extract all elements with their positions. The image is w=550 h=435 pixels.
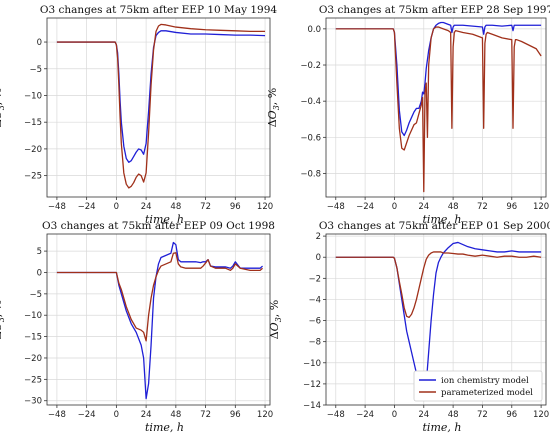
y-tick-label: −15	[24, 118, 42, 128]
x-tick-label: 72	[477, 202, 488, 212]
x-tick-label: 72	[200, 410, 211, 420]
series-ion-chemistry-line	[56, 30, 266, 163]
x-axis-label: time, h	[145, 421, 184, 434]
x-tick-label: 24	[141, 202, 152, 212]
x-tick-label: 72	[200, 202, 211, 212]
x-tick-label: −48	[48, 202, 66, 212]
x-tick-label: 0	[114, 202, 119, 212]
x-tick-label: −48	[327, 410, 345, 420]
x-tick-label: 0	[392, 202, 397, 212]
y-tick-label: 0	[316, 253, 321, 263]
x-tick-label: 48	[170, 202, 181, 212]
plot-frame	[325, 17, 547, 198]
plot-frame	[46, 17, 271, 198]
legend-label: ion chemistry model	[441, 376, 529, 386]
y-tick-label: −20	[24, 354, 42, 364]
x-tick-label: 96	[506, 202, 517, 212]
y-axis-label: ΔO3, %	[268, 300, 283, 340]
series-ion-chemistry-line	[335, 21, 542, 137]
series-ion-chemistry-line	[56, 241, 263, 400]
y-tick-label: 0.0	[307, 25, 321, 35]
y-tick-label: −12	[303, 380, 321, 390]
plot-frame	[46, 233, 271, 406]
y-tick-label: −10	[24, 91, 42, 101]
y-tick-label: −0.2	[300, 61, 321, 71]
y-tick-label: −15	[24, 333, 42, 343]
series-parameterized-line	[335, 26, 542, 193]
x-tick-label: 96	[230, 410, 241, 420]
x-tick-label: −24	[356, 410, 374, 420]
y-tick-label: −2	[308, 274, 321, 284]
x-axis-label: time, h	[423, 213, 462, 226]
y-tick-label: −6	[308, 317, 321, 327]
y-tick-label: −8	[308, 338, 321, 348]
y-tick-label: −30	[24, 397, 42, 407]
y-axis-label: ΔO3, %	[0, 300, 6, 340]
series-parameterized-line	[56, 23, 266, 189]
y-tick-label: −0.6	[300, 133, 321, 143]
x-tick-label: −24	[78, 410, 96, 420]
series-parameterized-line	[56, 252, 263, 342]
x-axis-label: time, h	[423, 421, 462, 434]
y-tick-label: 5	[37, 247, 42, 257]
y-tick-label: 2	[316, 232, 321, 242]
y-tick-label: −0.8	[300, 169, 321, 179]
x-tick-label: −48	[48, 410, 66, 420]
chart-panel-2: −48 −24 0 24 48 72 96 120 0.0 −0.2 −0.4 −0.6 −0.8 O3 …	[266, 4, 550, 226]
x-tick-label: 72	[477, 410, 488, 420]
x-tick-label: 48	[448, 202, 459, 212]
y-axis-label: ΔO3, %	[266, 88, 281, 128]
series-parameterized-line	[335, 251, 542, 319]
x-tick-label: 24	[418, 202, 429, 212]
x-tick-label: −24	[78, 202, 96, 212]
y-tick-label: −14	[303, 401, 321, 411]
chart-title: O3 changes at 75km after EEP 10 May 1994	[40, 4, 277, 16]
chart-panel-3: −48 −24 0 24 48 72 96 120 5 0 −5 −10 −15 −20 −25 −30 O3 …	[0, 220, 275, 434]
y-axis-label: ΔO3, %	[0, 88, 6, 128]
x-tick-label: 24	[141, 410, 152, 420]
y-tick-label: −5	[29, 290, 42, 300]
chart-title: O3 changes at 75km after EEP 09 Oct 1998	[42, 220, 275, 232]
y-tick-label: −25	[24, 375, 42, 385]
chart-title: O3 changes at 75km after EEP 28 Sep 1997	[319, 4, 550, 16]
x-tick-label: 48	[170, 410, 181, 420]
x-axis-label: time, h	[145, 213, 184, 226]
chart-title: O3 changes at 75km after EEP 01 Sep 2000	[319, 220, 550, 232]
y-tick-label: −4	[308, 295, 321, 305]
legend-label: parameterized model	[441, 388, 533, 398]
x-tick-label: −24	[356, 202, 374, 212]
x-tick-label: −48	[327, 202, 345, 212]
x-tick-label: 120	[257, 410, 273, 420]
x-tick-label: 120	[533, 410, 549, 420]
series-ion-chemistry-line	[335, 241, 542, 399]
x-tick-label: 24	[418, 410, 429, 420]
plot-frame	[325, 233, 547, 406]
y-tick-label: −10	[303, 359, 321, 369]
x-tick-label: 0	[392, 410, 397, 420]
x-tick-label: 48	[448, 410, 459, 420]
x-tick-label: 0	[114, 410, 119, 420]
x-tick-label: 96	[230, 202, 241, 212]
y-tick-label: −25	[24, 172, 42, 182]
x-tick-label: 96	[506, 410, 517, 420]
chart-panel-1: −48 −24 0 24 48 72 96 120 0 −5 −10 −15 −20 −25 O3 chan…	[0, 4, 277, 226]
y-tick-label: −10	[24, 311, 42, 321]
y-tick-label: 0	[37, 38, 42, 48]
y-tick-label: −0.4	[300, 97, 321, 107]
legend: ion chemistry model parameterized model	[413, 370, 543, 402]
x-tick-label: 120	[533, 202, 549, 212]
chart-panel-4: −48 −24 0 24 48 72 96 120 2 0 −2 −4 −6 −8 −10 −12 −14 O3 …	[268, 220, 550, 434]
y-tick-label: −5	[29, 65, 42, 75]
y-tick-label: 0	[37, 268, 42, 278]
legend-box	[413, 370, 543, 402]
y-tick-label: −20	[24, 145, 42, 155]
x-tick-label: 120	[257, 202, 273, 212]
